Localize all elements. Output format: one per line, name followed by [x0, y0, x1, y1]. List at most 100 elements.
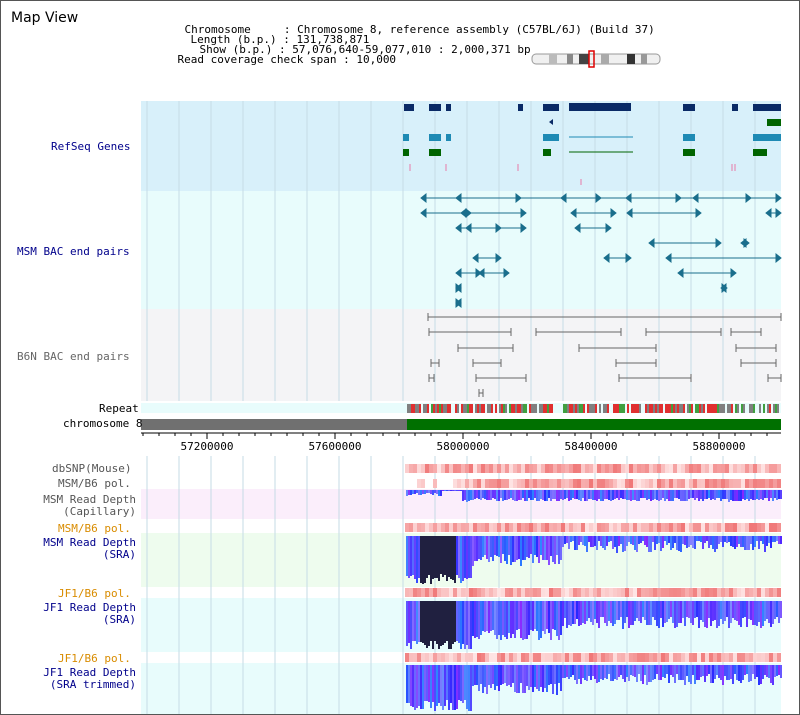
polymorphism-cell	[729, 653, 733, 662]
read-depth-bar	[722, 536, 724, 547]
repeat-element	[571, 404, 573, 413]
read-depth-bar	[724, 490, 726, 499]
read-depth-bar	[442, 490, 444, 491]
read-depth-bar	[452, 490, 454, 491]
read-depth-bar	[564, 601, 566, 618]
read-depth-bar	[412, 490, 414, 494]
chromosome-ideogram[interactable]	[531, 50, 661, 68]
read-depth-bar	[722, 490, 724, 499]
polymorphism-cell	[741, 588, 745, 597]
read-depth-bar	[634, 601, 636, 621]
polymorphism-cell	[729, 588, 733, 597]
polymorphism-cell	[461, 464, 465, 473]
read-depth-bar	[550, 601, 552, 640]
read-depth-bar	[648, 601, 650, 625]
track-label-msm-sra[interactable]: MSM Read Depth (SRA)	[21, 537, 136, 561]
track-label-refseq[interactable]: RefSeq Genes	[51, 140, 131, 153]
repeat-element	[495, 404, 497, 413]
polymorphism-cell	[669, 523, 673, 532]
polymorphism-cell	[529, 588, 533, 597]
repeat-element	[703, 404, 705, 413]
polymorphism-cell	[509, 653, 513, 662]
polymorphism-cell	[485, 464, 489, 473]
read-depth-bar	[758, 490, 760, 500]
polymorphism-cell	[529, 653, 533, 662]
polymorphism-cell	[681, 653, 685, 662]
read-depth-tracks[interactable]	[406, 490, 782, 711]
msm-bac-pairs[interactable]	[420, 192, 782, 309]
read-depth-bar	[504, 536, 506, 561]
read-depth-bar	[570, 490, 572, 500]
polymorphism-strips[interactable]	[405, 464, 781, 662]
label-line: (Capillary)	[63, 505, 136, 518]
polymorphism-cell	[713, 479, 717, 488]
read-depth-bar	[556, 665, 558, 695]
track-label-msm-bac[interactable]: MSM BAC end pairs	[17, 245, 130, 258]
bac-end-marker	[605, 222, 612, 234]
polymorphism-cell	[697, 464, 701, 473]
read-depth-bar	[430, 601, 432, 641]
repeat-element	[569, 404, 571, 413]
read-depth-bar	[520, 601, 522, 638]
read-depth-bar	[506, 536, 508, 564]
read-depth-bar	[492, 665, 494, 684]
read-depth-bar	[470, 665, 472, 711]
read-depth-bar	[720, 536, 722, 542]
read-depth-bar	[768, 665, 770, 678]
polymorphism-cell	[669, 653, 673, 662]
track-label-msm-capillary[interactable]: MSM Read Depth (Capillary)	[21, 494, 136, 518]
read-depth-bar	[528, 601, 530, 635]
track-label-jf1-pol-1[interactable]: JF1/B6 pol.	[58, 587, 131, 600]
polymorphism-cell	[565, 523, 569, 532]
length-info: Length (b.p.) : 131,738,871	[164, 23, 370, 56]
repeat-element	[519, 404, 521, 413]
repeat-element	[635, 404, 637, 413]
track-label-repeat[interactable]: Repeat	[99, 402, 139, 415]
track-label-jf1-pol-2[interactable]: JF1/B6 pol.	[58, 652, 131, 665]
read-depth-bar	[610, 601, 612, 623]
polymorphism-cell	[505, 464, 509, 473]
refseq-genes[interactable]	[403, 103, 781, 185]
read-depth-bar	[600, 665, 602, 679]
read-depth-bar	[720, 665, 722, 680]
read-depth-bar	[444, 601, 446, 643]
repeat-element	[579, 404, 581, 413]
read-depth-bar	[730, 490, 732, 500]
repeat-track[interactable]	[407, 404, 781, 413]
polymorphism-cell	[529, 479, 533, 488]
read-depth-bar	[746, 601, 748, 627]
read-depth-bar	[684, 601, 686, 626]
read-depth-bar	[470, 490, 472, 500]
track-label-msm-pol-2[interactable]: MSM/B6 pol.	[58, 522, 131, 535]
polymorphism-cell	[545, 479, 549, 488]
track-label-jf1-trim[interactable]: JF1 Read Depth (SRA trimmed)	[21, 667, 136, 691]
track-label-msm-pol-1[interactable]: MSM/B6 pol.	[58, 477, 131, 490]
polymorphism-cell	[725, 653, 729, 662]
read-depth-bar	[676, 536, 678, 550]
b6n-bac-pairs[interactable]	[427, 313, 782, 397]
read-depth-bar	[474, 601, 476, 638]
polymorphism-cell	[469, 479, 473, 488]
polymorphism-cell	[585, 479, 589, 488]
track-label-b6n-bac[interactable]: B6N BAC end pairs	[17, 350, 130, 363]
polymorphism-cell	[513, 523, 517, 532]
polymorphism-cell	[405, 653, 409, 662]
bac-end-marker	[460, 207, 467, 219]
track-label-jf1-sra[interactable]: JF1 Read Depth (SRA)	[21, 602, 136, 626]
polymorphism-cell	[661, 479, 665, 488]
polymorphism-cell	[489, 588, 493, 597]
read-depth-bar	[616, 665, 618, 680]
polymorphism-cell	[717, 464, 721, 473]
read-depth-bar	[438, 665, 440, 703]
read-depth-bar	[552, 665, 554, 694]
read-depth-bar	[434, 490, 436, 493]
read-depth-bar	[482, 490, 484, 498]
track-label-dbsnp[interactable]: dbSNP(Mouse)	[52, 462, 132, 475]
read-depth-bar	[486, 601, 488, 631]
polymorphism-cell	[565, 588, 569, 597]
polymorphism-cell	[741, 464, 745, 473]
read-depth-bar	[460, 490, 462, 491]
read-depth-bar	[656, 665, 658, 674]
polymorphism-cell	[485, 588, 489, 597]
